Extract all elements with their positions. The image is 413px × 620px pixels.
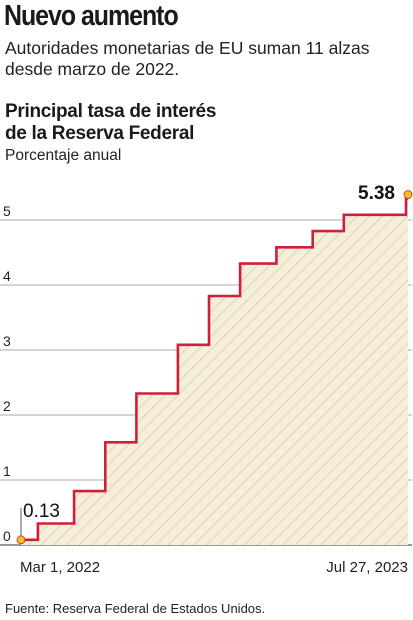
x-tick-label-end: Jul 27, 2023 [326,559,408,576]
start-marker [16,535,26,545]
y-tick-label: 4 [3,268,11,284]
rate-line [21,197,408,542]
chart-title: Principal tasa de interés de la Reserva F… [5,101,217,144]
end-marker [403,190,413,199]
start-value-label: 0.13 [23,501,60,522]
y-tick-label: 1 [3,463,11,479]
x-tick-label-start: Mar 1, 2022 [20,559,100,576]
rate-area [21,198,408,545]
y-tick-label: 0 [3,528,11,544]
headline: Nuevo aumento [4,0,179,32]
y-tick-label: 3 [3,333,11,349]
y-tick-label: 2 [3,398,11,414]
end-value-label: 5.38 [358,183,395,204]
chart-subtitle: Porcentaje anual [5,147,122,164]
source-note: Fuente: Reserva Federal de Estados Unido… [5,601,266,616]
dek: Autoridades monetarias de EU suman 11 al… [5,38,370,79]
y-tick-labels: 0 1 2 3 4 5 [3,203,11,544]
y-tick-label: 5 [3,203,11,219]
